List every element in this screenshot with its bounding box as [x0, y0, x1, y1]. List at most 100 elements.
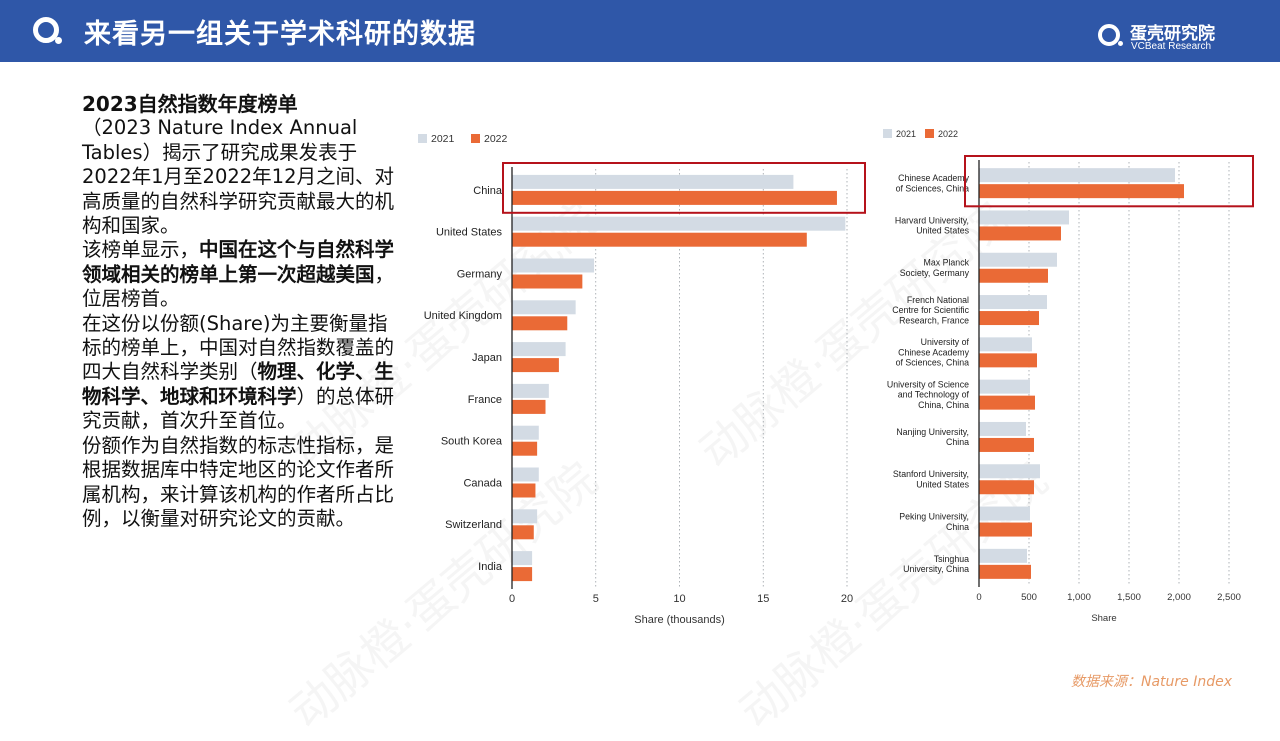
category-label: South Korea	[441, 436, 503, 448]
bar-2022	[512, 274, 583, 289]
category-label: Harvard University, United States	[895, 215, 970, 235]
bar-2021	[512, 509, 538, 524]
bar-2022	[979, 480, 1034, 495]
paragraph-result: 该榜单显示，中国在这个与自然科学领域相关的榜单上第一次超越美国，位居榜首。	[82, 238, 395, 311]
bar-2022	[512, 399, 546, 414]
highlight-box	[502, 162, 866, 214]
country-share-svg: 2021 2022 0 5 10 15 20 China United States German…	[418, 133, 866, 626]
legend-swatch-2022	[925, 129, 934, 138]
paragraph-intro: （2023 Nature Index Annual Tables）揭示了研究成果…	[82, 116, 395, 238]
x-tick-label: 10	[673, 593, 685, 605]
x-tick-label: 0	[509, 593, 515, 605]
category-label: India	[478, 561, 503, 573]
category-label: Chinese Academy of Sciences, China	[896, 173, 970, 193]
bar-2022	[512, 232, 807, 247]
bar-2021	[512, 551, 533, 566]
country-share-chart: 2021 2022 0 5 10 15 20 China United States German…	[408, 120, 868, 640]
bar-2021	[512, 174, 794, 189]
bar-2022	[979, 311, 1039, 326]
bar-2021	[512, 258, 595, 273]
brand-name-cn: 蛋壳研究院	[1130, 24, 1215, 44]
bar-2021	[512, 216, 846, 231]
bar-2022	[512, 358, 559, 373]
category-label: China	[473, 185, 503, 197]
institution-share-svg: 2021 2022 0 500 1,000 1,500 2,000 2,500 Chinese …	[883, 129, 1254, 624]
bar-2022	[512, 525, 534, 540]
bar-2021	[979, 464, 1040, 479]
bar-2021	[979, 295, 1047, 310]
category-label: Canada	[463, 477, 502, 489]
x-axis-label: Share (thousands)	[634, 614, 725, 626]
brand-name-en: VCBeat Research	[1131, 41, 1212, 52]
x-axis-label: Share	[1091, 613, 1116, 624]
x-tick-label: 20	[841, 593, 853, 605]
x-tick-label: 0	[976, 592, 981, 603]
legend-swatch-2022	[471, 134, 480, 143]
bar-2022	[512, 441, 538, 456]
bar-2022	[979, 184, 1184, 199]
bar-2021	[512, 300, 576, 315]
legend-label-2022: 2022	[938, 129, 958, 139]
category-label: United Kingdom	[424, 310, 502, 322]
institution-share-chart: 2021 2022 0 500 1,000 1,500 2,000 2,500 Chinese …	[875, 120, 1255, 640]
bar-2021	[512, 383, 549, 398]
bar-2022	[512, 190, 837, 205]
bar-2022	[512, 483, 536, 498]
page-title: 来看另一组关于学术科研的数据	[84, 19, 476, 50]
x-tick-label: 1,000	[1067, 592, 1091, 603]
data-source: 数据来源：Nature Index	[1070, 674, 1232, 690]
x-tick-label: 500	[1021, 592, 1037, 603]
bar-2021	[979, 506, 1030, 521]
brand-dot-icon	[1118, 41, 1123, 46]
legend-label-2022: 2022	[484, 133, 508, 145]
brand-logo: 蛋壳研究院 VCBeat Research	[1098, 18, 1230, 54]
x-tick-label: 5	[593, 593, 599, 605]
category-label: Nanjing University, China	[896, 427, 969, 447]
brand-ring-icon	[1098, 24, 1120, 46]
category-label: Japan	[472, 352, 502, 364]
bar-2022	[979, 395, 1035, 410]
description-text: 2023自然指数年度榜单 （2023 Nature Index Annual T…	[82, 92, 400, 531]
category-label: Tsinghua University, China	[903, 554, 969, 574]
bar-2021	[512, 425, 539, 440]
paragraph-definition: 份额作为自然指数的标志性指标，是根据数据库中特定地区的论文作者所属机构，来计算该…	[82, 433, 395, 530]
logo-dot-icon	[55, 37, 62, 44]
bar-2021	[979, 548, 1027, 563]
legend-swatch-2021	[418, 134, 427, 143]
bar-2022	[979, 564, 1031, 579]
category-label: University of Chinese Academy of Sciences,…	[896, 337, 970, 368]
category-label: France	[468, 394, 502, 406]
bar-2022	[979, 353, 1037, 368]
x-tick-label: 2,500	[1217, 592, 1241, 603]
category-label: University of Science and Technology of Ch…	[887, 379, 970, 410]
legend-label-2021: 2021	[431, 133, 455, 145]
bar-2022	[979, 226, 1061, 241]
x-tick-label: 15	[757, 593, 769, 605]
header-bar: 来看另一组关于学术科研的数据 蛋壳研究院 VCBeat Research	[0, 0, 1280, 62]
category-label: United States	[436, 227, 503, 239]
x-tick-label: 1,500	[1117, 592, 1141, 603]
bar-2021	[979, 168, 1175, 183]
bar-2021	[512, 467, 539, 482]
bar-2021	[979, 252, 1057, 267]
x-tick-label: 2,000	[1167, 592, 1191, 603]
bar-2022	[979, 437, 1034, 452]
bar-2022	[512, 567, 533, 582]
category-label: Stanford University, United States	[893, 469, 970, 489]
logo-icon	[33, 17, 59, 43]
paragraph-share: 在这份以份额(Share)为主要衡量指标的榜单上，中国对自然指数覆盖的四大自然科…	[82, 311, 395, 433]
bar-2021	[979, 337, 1032, 352]
bar-2021	[512, 342, 566, 357]
legend-swatch-2021	[883, 129, 892, 138]
category-label: Peking University, China	[899, 511, 969, 531]
category-label: Germany	[457, 268, 503, 280]
category-label: Max Planck Society, Germany	[900, 258, 970, 278]
highlight-box	[964, 155, 1254, 208]
category-label: Switzerland	[445, 519, 502, 531]
bar-2022	[979, 268, 1048, 283]
bar-2021	[979, 421, 1026, 436]
legend-label-2021: 2021	[896, 129, 916, 139]
bar-2022	[512, 316, 568, 331]
section-heading: 2023自然指数年度榜单	[82, 92, 298, 116]
bar-2022	[979, 522, 1032, 537]
